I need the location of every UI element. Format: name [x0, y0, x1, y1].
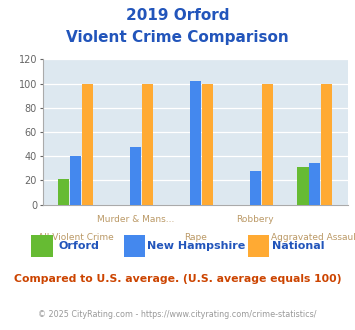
Text: © 2025 CityRating.com - https://www.cityrating.com/crime-statistics/: © 2025 CityRating.com - https://www.city… — [38, 310, 317, 319]
Text: Orford: Orford — [59, 241, 99, 251]
Text: All Violent Crime: All Violent Crime — [38, 233, 113, 242]
Bar — [130, 147, 141, 205]
Text: Compared to U.S. average. (U.S. average equals 100): Compared to U.S. average. (U.S. average … — [14, 274, 341, 284]
Text: Violent Crime Comparison: Violent Crime Comparison — [66, 30, 289, 45]
Bar — [202, 83, 213, 205]
Bar — [142, 83, 153, 205]
Bar — [262, 83, 273, 205]
Bar — [321, 83, 332, 205]
Text: New Hampshire: New Hampshire — [147, 241, 246, 251]
Text: Rape: Rape — [184, 233, 207, 242]
Bar — [250, 171, 261, 205]
Text: Aggravated Assault: Aggravated Assault — [271, 233, 355, 242]
Bar — [70, 156, 81, 205]
Bar — [82, 83, 93, 205]
Bar — [297, 167, 308, 205]
Bar — [58, 179, 69, 205]
Text: 2019 Orford: 2019 Orford — [126, 8, 229, 23]
Text: Murder & Mans...: Murder & Mans... — [97, 214, 174, 223]
Text: National: National — [272, 241, 324, 251]
Text: Robbery: Robbery — [236, 214, 274, 223]
Bar — [310, 163, 321, 205]
Bar — [190, 81, 201, 205]
